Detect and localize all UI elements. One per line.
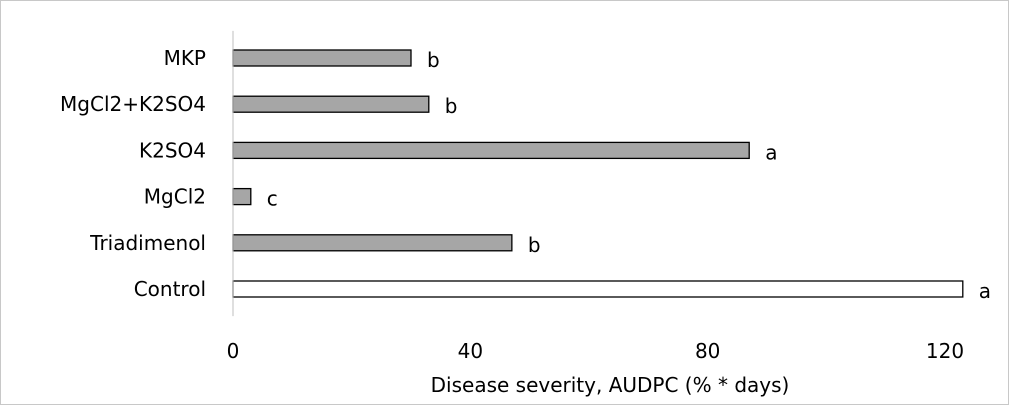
significance-label: b <box>445 94 458 118</box>
significance-label: a <box>979 279 991 303</box>
category-label: K2SO4 <box>139 138 206 162</box>
x-tick-labels: 0 40 80 120 <box>227 339 964 363</box>
bar-k2so4 <box>232 141 750 160</box>
category-labels: MKP MgCl2+K2SO4 K2SO4 MgCl2 Triadimenol Contr… <box>60 46 206 301</box>
category-label: Control <box>134 277 206 301</box>
x-tick-label: 0 <box>227 339 240 363</box>
x-tick-label: 40 <box>458 339 483 363</box>
category-label: MgCl2 <box>144 185 206 209</box>
x-axis-title: Disease severity, AUDPC (% * days) <box>431 373 790 397</box>
significance-label: b <box>427 48 440 72</box>
x-tick-label: 80 <box>695 339 720 363</box>
significance-label: b <box>528 233 541 257</box>
bar-mgcl2-k2so4 <box>232 95 430 113</box>
bar-mgcl2 <box>232 187 252 206</box>
bar-control <box>232 280 964 298</box>
significance-label: a <box>765 140 777 164</box>
bars-layer <box>232 49 964 298</box>
bar-triadimenol <box>232 234 513 252</box>
category-label: Triadimenol <box>89 231 206 255</box>
x-tick-label: 120 <box>926 339 964 363</box>
significance-label: c <box>267 187 278 211</box>
bar-mkp <box>232 49 412 67</box>
category-label: MgCl2+K2SO4 <box>60 92 206 116</box>
category-label: MKP <box>164 46 206 70</box>
